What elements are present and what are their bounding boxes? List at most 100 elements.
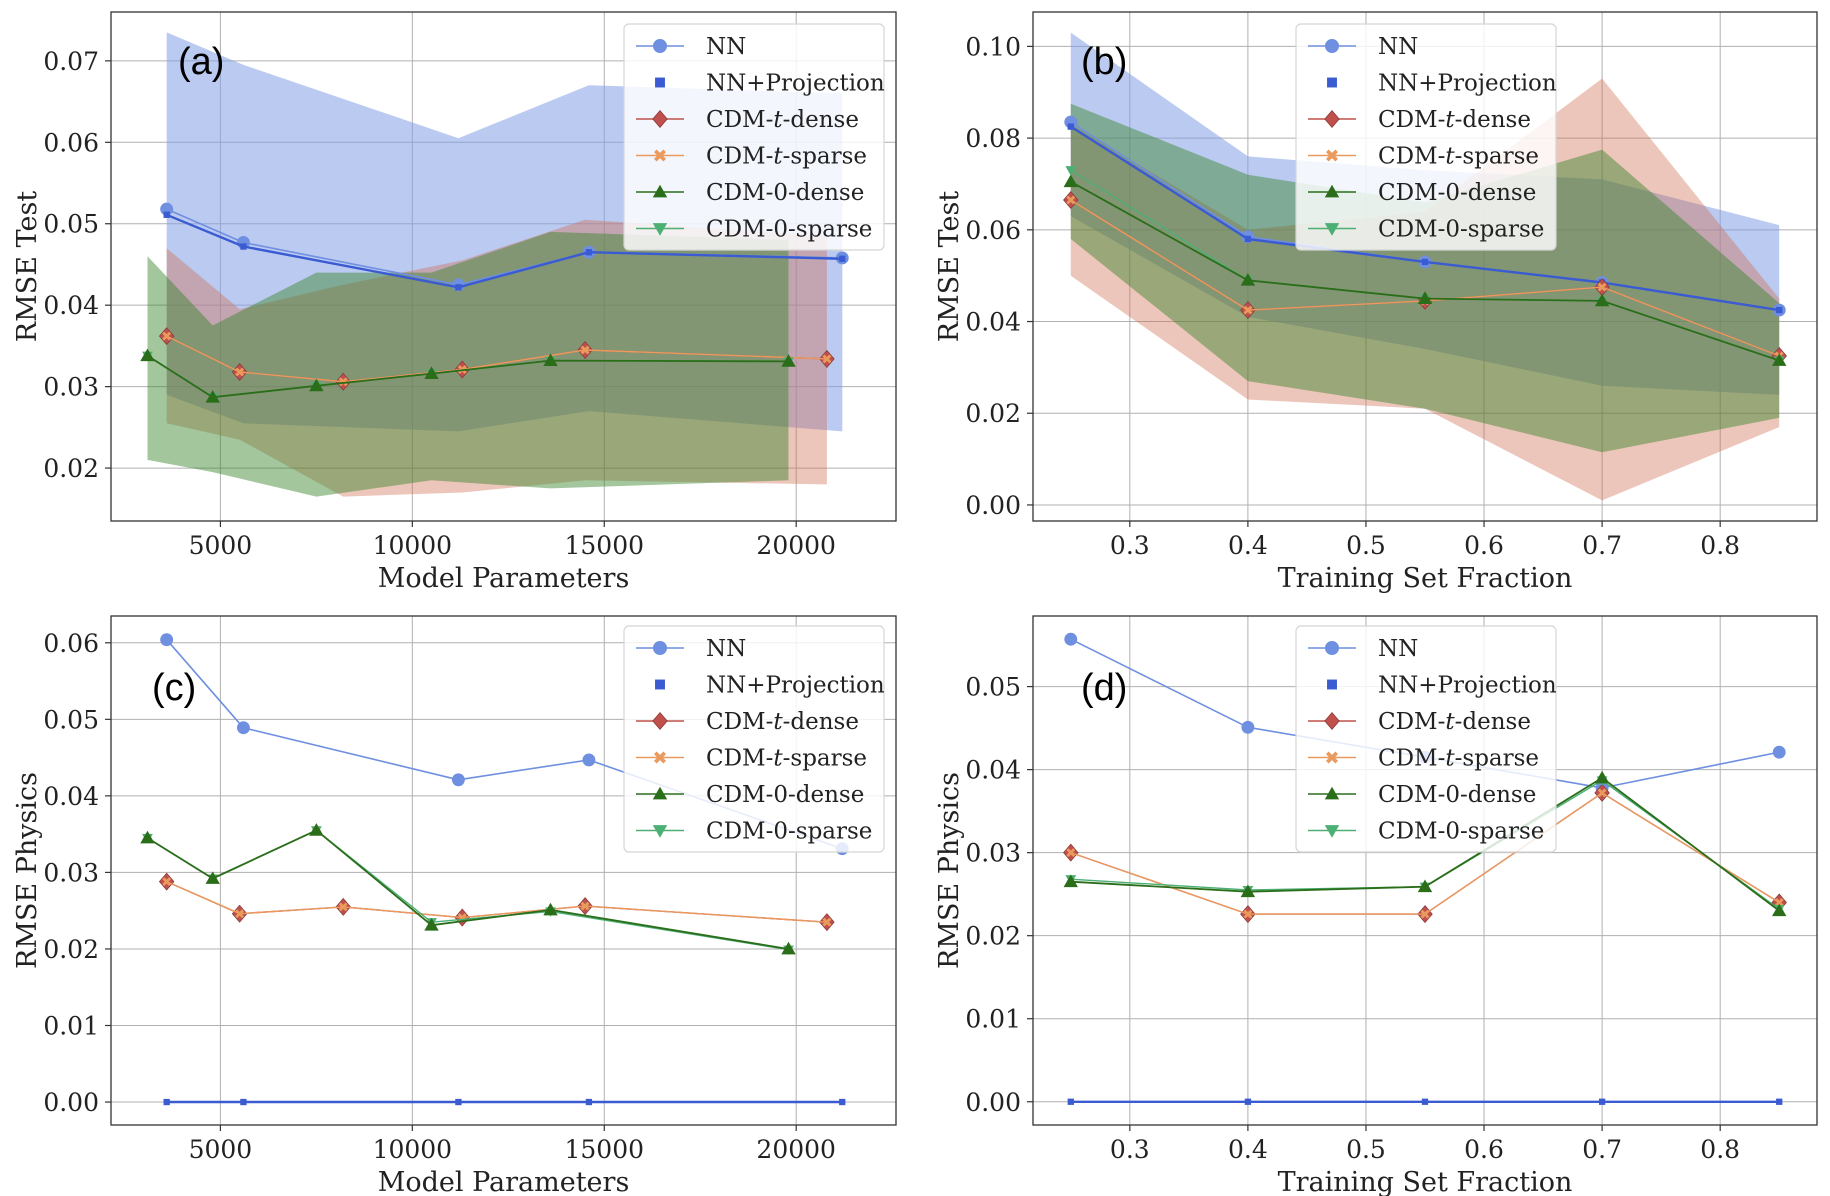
series-lines <box>1063 115 1787 366</box>
point-cdm-0-dense <box>1594 770 1610 784</box>
point-nn-projection <box>1421 1098 1429 1105</box>
series-lines <box>140 633 849 1106</box>
point-cdm-0-dense <box>781 354 796 367</box>
y-axis-label: RMSE Physics <box>934 772 965 969</box>
x-axis-label: Model Parameters <box>378 563 630 594</box>
tick-labels: 0.3 0.4 0.5 0.6 0.7 0.8 0.00 0.02 0.04 0.06 0.08 0.… <box>965 32 1740 560</box>
legend-entry-nn: NN <box>1308 34 1418 60</box>
legend-label: NN <box>1378 636 1418 662</box>
x-tick-label: 0.3 <box>1110 531 1150 560</box>
point-cdm-0-dense <box>1063 874 1078 888</box>
legend-label: CDM-0-sparse <box>1378 217 1544 243</box>
legend-label: NN <box>1378 34 1418 60</box>
legend-entry-cdm-t-dense: CDM-t-dense <box>1308 107 1531 133</box>
panel-label: (a) <box>178 41 224 83</box>
legend-label: NN <box>706 34 746 60</box>
point-cdm-0-dense <box>140 348 155 362</box>
point-cdm-0-dense <box>1240 273 1256 286</box>
y-tick-label: 0.04 <box>965 756 1021 785</box>
point-cdm-t-sparse <box>1420 909 1430 919</box>
y-tick-label: 0.02 <box>965 922 1021 951</box>
legend-entry-cdm-t-sparse: CDM-t-sparse <box>636 746 867 772</box>
series-nn-projection <box>1067 1098 1783 1105</box>
point-cdm-t-sparse <box>162 877 172 887</box>
point-nn <box>1064 632 1078 646</box>
legend-marker <box>1327 77 1337 88</box>
legend-box <box>623 23 885 251</box>
band-cdm-t-dense <box>1070 78 1780 501</box>
x-tick-label: 0.8 <box>1700 1135 1740 1164</box>
series-cdm-0-dense <box>1063 770 1787 917</box>
point-cdm-0-dense <box>1594 293 1610 307</box>
y-tick-label: 0.03 <box>43 858 99 887</box>
legend-marker <box>1324 109 1340 129</box>
point-cdm-0-sparse <box>1065 166 1077 176</box>
x-axis-label: Model Parameters <box>378 1167 630 1196</box>
legend-marker <box>652 184 668 198</box>
y-tick-label: 0.01 <box>43 1011 99 1040</box>
point-nn <box>582 753 596 767</box>
y-tick-label: 0.04 <box>965 308 1021 337</box>
band-cdm-t-sparse <box>166 219 827 497</box>
x-tick-label: 0.7 <box>1582 1135 1622 1164</box>
legend-label: CDM-t-dense <box>706 107 859 133</box>
point-cdm-t-sparse <box>1066 195 1076 205</box>
legend-marker <box>1326 149 1338 162</box>
point-cdm-t-sparse <box>162 331 172 341</box>
legend-label: CDM-0-sparse <box>1378 819 1544 845</box>
band-cdm-0-dense <box>147 231 789 497</box>
x-tick-label: 10000 <box>373 531 453 560</box>
point-nn-projection <box>1244 1098 1252 1105</box>
point-cdm-0-dense <box>543 902 558 916</box>
y-tick-label: 0.10 <box>965 32 1021 61</box>
legend-label: CDM-t-sparse <box>1378 746 1539 772</box>
point-cdm-0-dense <box>1417 291 1433 304</box>
y-tick-label: 0.05 <box>965 673 1021 702</box>
tick-labels: 5000 10000 15000 20000 0.00 0.01 0.02 0.03 0.04 0… <box>43 629 836 1164</box>
band-cdm-0-dense <box>1070 103 1780 453</box>
x-axis-label: Training Set Fraction <box>1278 1167 1573 1196</box>
x-tick-label: 20000 <box>756 531 836 560</box>
point-nn-projection <box>1067 123 1074 130</box>
tick-labels: 5000 10000 15000 20000 0.02 0.03 0.04 0.05 0.06 0… <box>43 47 836 560</box>
legend-marker <box>655 679 665 690</box>
point-nn-projection <box>1244 235 1252 243</box>
y-tick-label: 0.02 <box>43 454 99 483</box>
legend-marker <box>654 149 666 162</box>
y-axis-label: RMSE Test <box>934 191 965 343</box>
legend-marker <box>652 223 668 236</box>
legend-label: CDM-t-dense <box>706 709 859 735</box>
point-cdm-0-dense <box>309 823 324 836</box>
legend-marker <box>652 825 668 838</box>
series-lines <box>140 202 849 403</box>
legend-marker <box>655 77 665 88</box>
point-nn-projection <box>455 1098 462 1106</box>
point-cdm-0-dense <box>205 871 220 884</box>
legend-marker <box>1325 641 1340 656</box>
legend-label: CDM-0-sparse <box>706 819 872 845</box>
point-cdm-t-sparse <box>822 917 832 927</box>
x-tick-label: 5000 <box>189 531 253 560</box>
legend: NN NN+Projection CDM-t-dense CDM-t-sparse CD… <box>623 23 885 251</box>
point-nn-projection <box>839 255 846 262</box>
legend-marker <box>654 751 666 764</box>
y-tick-label: 0.04 <box>43 782 99 811</box>
point-cdm-0-dense <box>1417 879 1433 893</box>
point-cdm-0-dense <box>424 366 439 379</box>
panel-d: 0.3 0.4 0.5 0.6 0.7 0.8 0.00 0.01 0.02 0.03 0.04 0.… <box>934 615 1818 1196</box>
point-cdm-0-dense <box>424 918 439 931</box>
point-nn-projection <box>1776 1098 1783 1105</box>
point-nn-projection <box>585 1098 593 1106</box>
point-nn-projection <box>240 1098 247 1106</box>
band-cdm-t-sparse <box>1070 78 1780 501</box>
legend-label: CDM-t-sparse <box>1378 144 1539 170</box>
x-tick-label: 0.4 <box>1228 531 1268 560</box>
point-cdm-0-dense <box>309 378 324 392</box>
legend-entry-cdm-t-dense: CDM-t-dense <box>636 709 859 735</box>
point-cdm-t-sparse <box>580 345 590 355</box>
series-cdm-t-dense <box>158 872 835 932</box>
legend-marker <box>1324 786 1340 800</box>
point-cdm-t-sparse <box>235 367 245 377</box>
legend-label: NN+Projection <box>706 71 885 97</box>
point-cdm-0-dense <box>140 830 155 844</box>
